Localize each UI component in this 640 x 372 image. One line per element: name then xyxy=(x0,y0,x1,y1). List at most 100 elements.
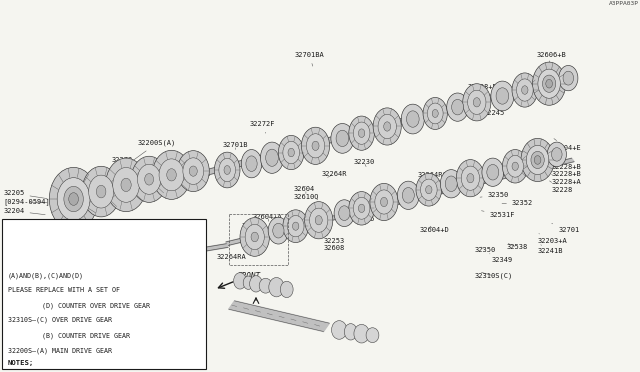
Ellipse shape xyxy=(378,115,396,139)
Text: 32204: 32204 xyxy=(3,208,45,215)
Text: 32310S(C): 32310S(C) xyxy=(475,272,513,279)
Ellipse shape xyxy=(245,224,264,250)
Ellipse shape xyxy=(260,142,284,173)
Ellipse shape xyxy=(502,150,528,183)
Ellipse shape xyxy=(131,156,167,202)
Ellipse shape xyxy=(532,62,566,105)
Text: 32241B: 32241B xyxy=(538,245,563,254)
Text: 326100A: 326100A xyxy=(101,189,131,195)
Ellipse shape xyxy=(375,190,393,214)
Text: (A)AND(B),(C)AND(D): (A)AND(B),(C)AND(D) xyxy=(8,272,84,279)
Ellipse shape xyxy=(467,173,474,183)
Ellipse shape xyxy=(189,166,197,176)
Text: 32273: 32273 xyxy=(107,157,133,187)
Text: 32604+E: 32604+E xyxy=(552,138,581,151)
Ellipse shape xyxy=(58,251,89,291)
Ellipse shape xyxy=(452,99,463,115)
Ellipse shape xyxy=(95,258,104,270)
Ellipse shape xyxy=(250,276,262,292)
Ellipse shape xyxy=(142,248,150,259)
Ellipse shape xyxy=(526,145,549,174)
Bar xyxy=(229,214,288,265)
Text: 32350: 32350 xyxy=(480,192,509,198)
Text: 32262: 32262 xyxy=(6,276,49,291)
Text: 32228+B: 32228+B xyxy=(552,167,581,177)
Text: (B) COUNTER DRIVE GEAR: (B) COUNTER DRIVE GEAR xyxy=(42,333,129,339)
Text: 32264RB: 32264RB xyxy=(173,174,202,180)
Polygon shape xyxy=(60,170,209,205)
Ellipse shape xyxy=(496,88,509,104)
Ellipse shape xyxy=(353,122,370,144)
Ellipse shape xyxy=(461,166,479,190)
Text: 32273+A: 32273+A xyxy=(383,200,412,206)
Ellipse shape xyxy=(358,129,365,137)
Text: PLEASE REPLACE WITH A SET OF: PLEASE REPLACE WITH A SET OF xyxy=(8,287,120,293)
Ellipse shape xyxy=(273,223,284,238)
Ellipse shape xyxy=(219,158,236,182)
Ellipse shape xyxy=(534,155,541,164)
Ellipse shape xyxy=(370,183,398,221)
Ellipse shape xyxy=(163,244,172,255)
Text: 32604+B: 32604+B xyxy=(6,230,49,244)
Ellipse shape xyxy=(269,278,284,297)
Ellipse shape xyxy=(428,103,443,124)
Text: 32228+A: 32228+A xyxy=(552,174,581,185)
Polygon shape xyxy=(228,301,330,331)
Ellipse shape xyxy=(432,109,438,118)
Ellipse shape xyxy=(552,148,562,161)
Text: 32604: 32604 xyxy=(293,186,314,192)
Ellipse shape xyxy=(522,86,528,94)
Text: 32230: 32230 xyxy=(353,159,374,167)
Text: 32203+A: 32203+A xyxy=(538,234,567,244)
Ellipse shape xyxy=(482,158,504,186)
Ellipse shape xyxy=(512,162,518,170)
Ellipse shape xyxy=(240,218,269,256)
Text: 32260: 32260 xyxy=(152,165,173,171)
Text: 32264RA: 32264RA xyxy=(216,254,246,260)
Ellipse shape xyxy=(292,222,299,230)
Text: 32253: 32253 xyxy=(323,235,344,244)
Ellipse shape xyxy=(138,164,161,194)
Ellipse shape xyxy=(305,202,333,239)
Ellipse shape xyxy=(380,197,388,207)
Ellipse shape xyxy=(88,175,114,208)
Text: 32608+A: 32608+A xyxy=(102,272,141,283)
Text: 32349: 32349 xyxy=(490,254,513,263)
Ellipse shape xyxy=(331,124,354,153)
Ellipse shape xyxy=(113,167,140,202)
Ellipse shape xyxy=(49,167,98,231)
Ellipse shape xyxy=(547,142,566,167)
Text: 32246: 32246 xyxy=(353,217,374,222)
Text: 32272: 32272 xyxy=(6,299,46,317)
Ellipse shape xyxy=(507,155,524,177)
Ellipse shape xyxy=(145,173,154,185)
Ellipse shape xyxy=(246,156,257,171)
Text: 32608: 32608 xyxy=(323,243,344,251)
Text: 32701BA: 32701BA xyxy=(294,52,324,66)
Ellipse shape xyxy=(559,65,578,91)
Ellipse shape xyxy=(543,75,556,92)
Ellipse shape xyxy=(176,227,205,264)
Ellipse shape xyxy=(316,215,323,225)
Ellipse shape xyxy=(307,134,324,158)
Text: 32608+B: 32608+B xyxy=(467,84,497,95)
Ellipse shape xyxy=(104,234,143,283)
Text: 32531F: 32531F xyxy=(481,211,515,218)
Ellipse shape xyxy=(491,81,514,111)
Ellipse shape xyxy=(349,116,374,150)
Ellipse shape xyxy=(423,97,447,129)
Ellipse shape xyxy=(384,122,390,131)
Text: 32538: 32538 xyxy=(507,244,528,250)
Text: 32241: 32241 xyxy=(242,161,263,169)
Ellipse shape xyxy=(283,210,308,243)
Ellipse shape xyxy=(339,206,350,221)
Ellipse shape xyxy=(366,328,379,343)
Text: NOTES;: NOTES; xyxy=(8,360,34,366)
Polygon shape xyxy=(60,244,228,275)
Text: 32604+D: 32604+D xyxy=(419,226,449,233)
Ellipse shape xyxy=(259,278,272,293)
Ellipse shape xyxy=(57,178,90,220)
Ellipse shape xyxy=(65,259,83,283)
Ellipse shape xyxy=(243,276,253,289)
Ellipse shape xyxy=(224,166,230,174)
